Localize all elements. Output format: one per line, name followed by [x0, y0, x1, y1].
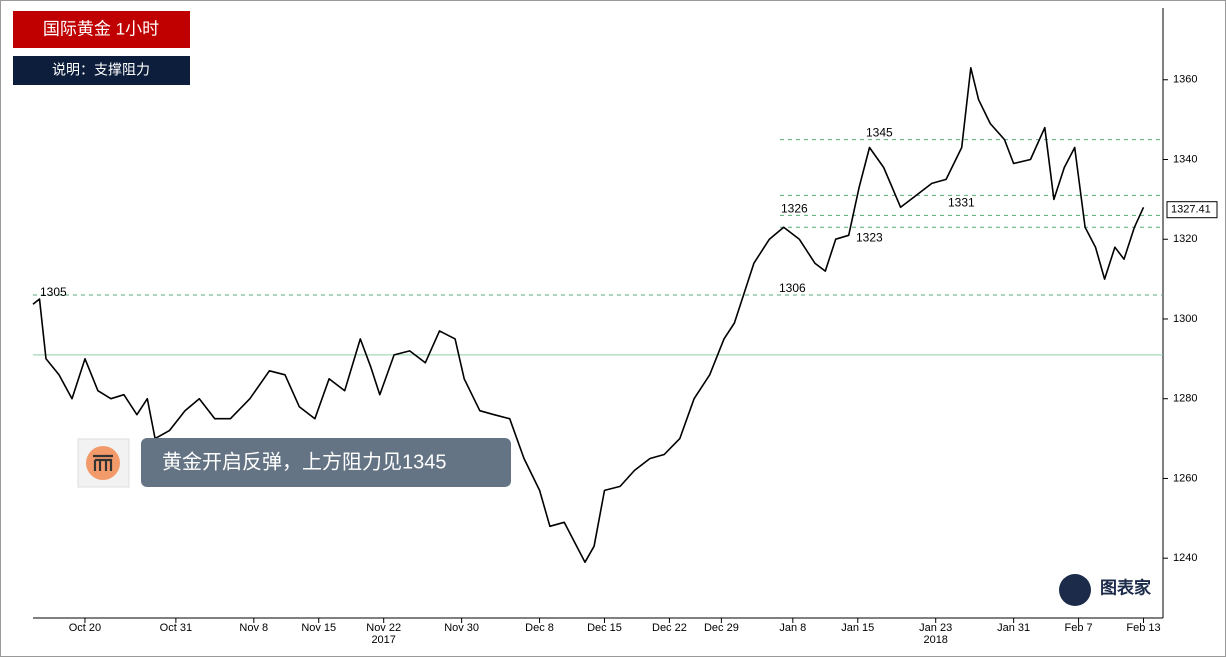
x-tick-label: Nov 8	[239, 622, 268, 634]
y-tick-label: 1360	[1173, 74, 1197, 86]
y-tick-label: 1320	[1173, 233, 1197, 245]
x-tick-label: Oct 20	[69, 622, 101, 634]
x-tick-label: Dec 29	[704, 622, 739, 634]
level-label: 1305	[40, 285, 67, 299]
level-label: 1345	[866, 126, 893, 140]
icon-glyph	[93, 454, 113, 471]
price-line	[32, 67, 1145, 563]
subtitle: 说明：支撑阻力	[52, 62, 150, 78]
subtitle-box	[13, 56, 190, 85]
x-tick-label: Jan 23	[919, 622, 952, 634]
x-tick-label: Feb 13	[1126, 622, 1160, 634]
x-tick-label: Jan 15	[841, 622, 874, 634]
chart-title: 国际黄金 1小时	[43, 19, 159, 38]
plot: 1240 1260 1280 1300 1320 1340 1360 Oct 20 Oct 31…	[32, 67, 1218, 646]
x-tick-label: Nov 22	[366, 622, 401, 634]
x-tick-label: Nov 15	[301, 622, 336, 634]
level-label: 1326	[781, 201, 808, 215]
y-tick-label: 1300	[1173, 313, 1197, 325]
year-label: 2018	[923, 634, 947, 646]
x-tick-label: Dec 22	[652, 622, 687, 634]
x-tick-label: Jan 31	[997, 622, 1030, 634]
x-tick-label: Oct 31	[160, 622, 192, 634]
y-tick-label: 1280	[1173, 393, 1197, 405]
y-tick-label: 1260	[1173, 472, 1197, 484]
caption-box	[141, 438, 511, 487]
level-label: 1323	[856, 230, 883, 244]
y-tick-label: 1240	[1173, 552, 1197, 564]
x-tick-label: Jan 8	[779, 622, 806, 634]
x-tick-label: Nov 30	[444, 622, 479, 634]
title-box	[13, 11, 190, 48]
x-tick-label: Dec 15	[587, 622, 622, 634]
icon	[86, 446, 120, 480]
last-price-label: 1327.41	[1171, 204, 1211, 216]
y-tick-label: 1340	[1173, 153, 1197, 165]
logo-icon	[1059, 574, 1091, 606]
caption: 黄金开启反弹，上方阻力见1345	[162, 450, 447, 473]
year-label: 2017	[371, 634, 395, 646]
x-tick-label: Dec 8	[525, 622, 554, 634]
logo: 图表家	[1100, 577, 1151, 597]
x-tick-label: Feb 7	[1065, 622, 1093, 634]
level-label: 1331	[948, 196, 975, 210]
last-price-box	[1166, 201, 1218, 219]
level-label: 1306	[779, 281, 806, 295]
